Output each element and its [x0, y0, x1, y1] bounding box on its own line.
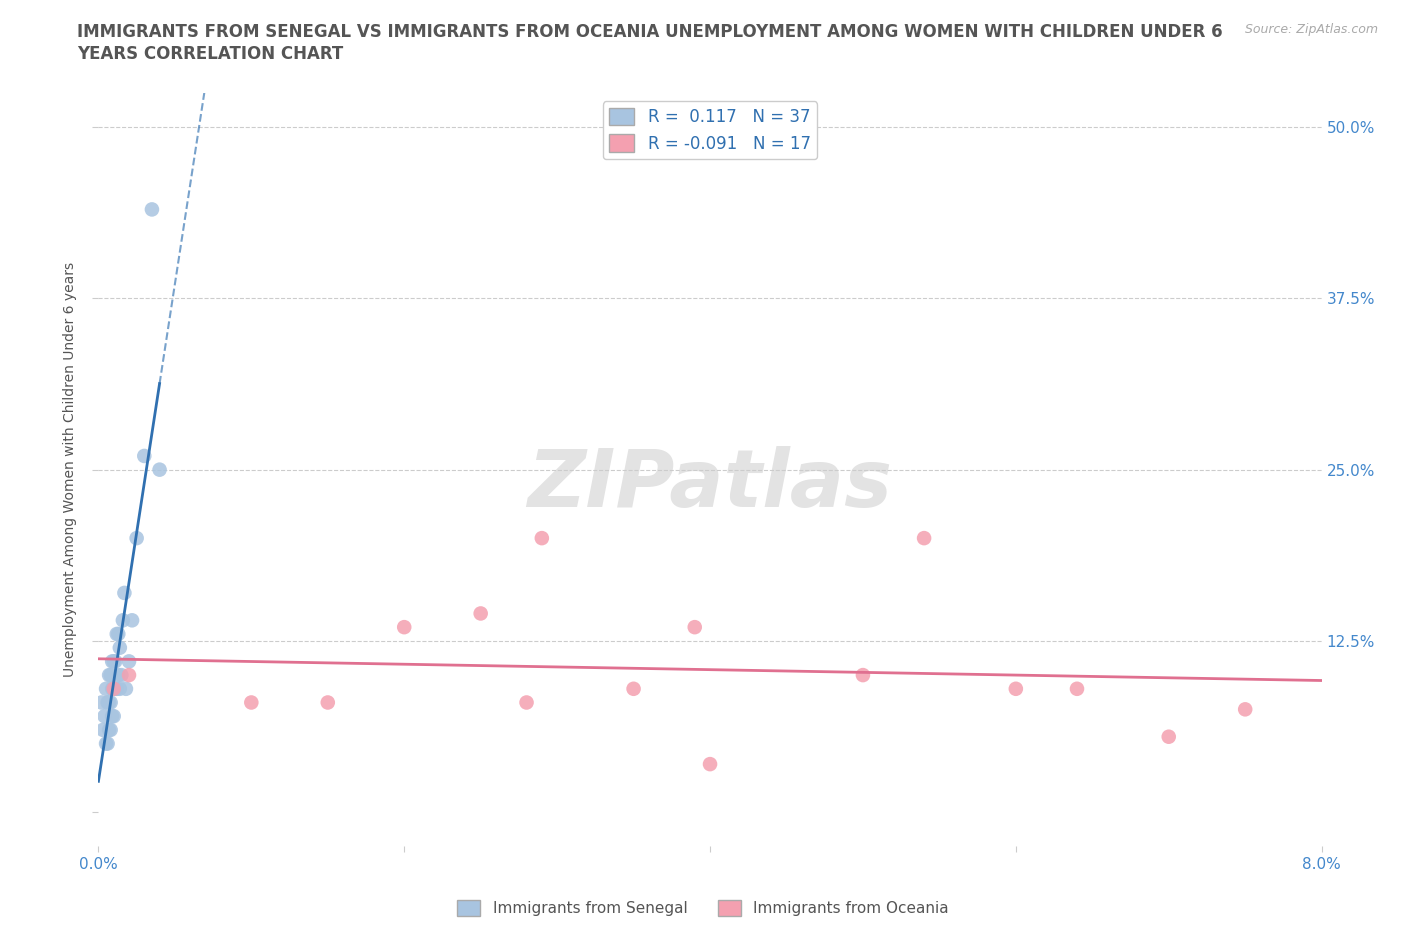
- Point: [94, 737, 117, 751]
- Point: [516, 695, 538, 710]
- Point: [683, 619, 706, 634]
- Point: [149, 462, 172, 477]
- Point: [97, 737, 120, 751]
- Point: [101, 682, 124, 697]
- Point: [94, 682, 117, 697]
- Point: [100, 668, 122, 683]
- Point: [98, 668, 121, 683]
- Point: [1066, 682, 1088, 697]
- Point: [118, 668, 141, 683]
- Point: [97, 695, 120, 710]
- Legend: R =  0.117   N = 37, R = -0.091   N = 17: R = 0.117 N = 37, R = -0.091 N = 17: [603, 101, 817, 159]
- Text: YEARS CORRELATION CHART: YEARS CORRELATION CHART: [77, 45, 343, 62]
- Legend: Immigrants from Senegal, Immigrants from Oceania: Immigrants from Senegal, Immigrants from…: [451, 894, 955, 923]
- Point: [98, 695, 121, 710]
- Y-axis label: Unemployment Among Women with Children Under 6 years: Unemployment Among Women with Children U…: [63, 262, 77, 677]
- Point: [1234, 702, 1257, 717]
- Point: [115, 682, 138, 697]
- Point: [105, 682, 128, 697]
- Point: [107, 668, 129, 683]
- Point: [111, 613, 134, 628]
- Point: [623, 682, 645, 697]
- Point: [912, 531, 935, 546]
- Point: [104, 654, 127, 669]
- Text: IMMIGRANTS FROM SENEGAL VS IMMIGRANTS FROM OCEANIA UNEMPLOYMENT AMONG WOMEN WITH: IMMIGRANTS FROM SENEGAL VS IMMIGRANTS FR…: [77, 23, 1223, 41]
- Point: [1157, 729, 1180, 744]
- Point: [240, 695, 263, 710]
- Point: [141, 202, 163, 217]
- Point: [118, 654, 141, 669]
- Point: [103, 682, 125, 697]
- Point: [91, 723, 114, 737]
- Point: [103, 654, 125, 669]
- Point: [121, 613, 143, 628]
- Point: [530, 531, 553, 546]
- Text: Source: ZipAtlas.com: Source: ZipAtlas.com: [1244, 23, 1378, 36]
- Point: [100, 695, 122, 710]
- Point: [103, 709, 125, 724]
- Point: [103, 682, 125, 697]
- Point: [108, 682, 131, 697]
- Point: [470, 606, 492, 621]
- Point: [699, 757, 721, 772]
- Point: [93, 709, 115, 724]
- Point: [392, 619, 416, 634]
- Point: [101, 654, 124, 669]
- Point: [125, 531, 148, 546]
- Point: [316, 695, 339, 710]
- Point: [112, 586, 135, 601]
- Point: [1004, 682, 1026, 697]
- Point: [110, 668, 132, 683]
- Point: [90, 695, 112, 710]
- Point: [100, 723, 122, 737]
- Point: [98, 723, 121, 737]
- Point: [104, 682, 127, 697]
- Point: [105, 627, 128, 642]
- Text: ZIPatlas: ZIPatlas: [527, 445, 893, 524]
- Point: [101, 709, 124, 724]
- Point: [852, 668, 875, 683]
- Point: [134, 448, 156, 463]
- Point: [108, 640, 131, 655]
- Point: [107, 627, 129, 642]
